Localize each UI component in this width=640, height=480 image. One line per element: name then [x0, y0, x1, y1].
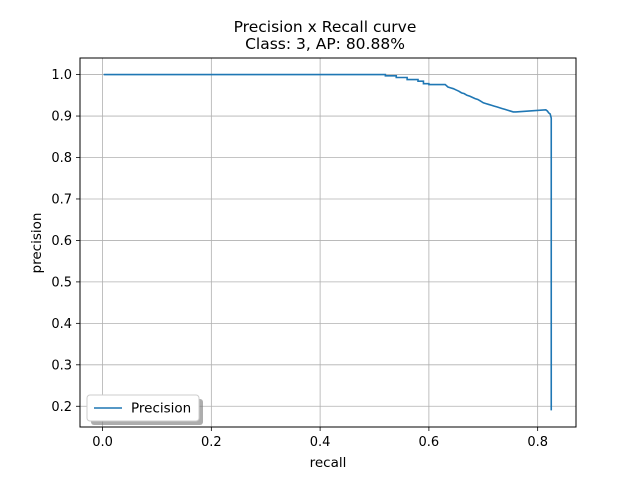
- y-axis-label: precision: [29, 213, 45, 274]
- series-layer: [103, 73, 553, 411]
- tick-layer: 0.0 0.2 0.4 0.6 0.8 0.2 0.3 0.4 0.5 0.6 0.7 0.8 0.9 1…: [51, 68, 548, 450]
- x-tick-label: 0.2: [201, 435, 222, 450]
- legend: Precision: [86, 394, 203, 425]
- y-tick-label: 1.0: [51, 68, 72, 83]
- y-tick-label: 0.8: [51, 151, 72, 166]
- chart-title: Precision x Recall curve: [234, 18, 417, 36]
- chart-subtitle: Class: 3, AP: 80.88%: [245, 35, 405, 53]
- y-tick-label: 0.6: [51, 234, 72, 249]
- x-tick-label: 0.8: [527, 435, 548, 450]
- x-tick-label: 0.6: [419, 435, 440, 450]
- y-tick-label: 0.4: [51, 317, 72, 332]
- grid-lines: [80, 58, 576, 427]
- series-line-precision: [103, 73, 553, 411]
- x-tick-label: 0.0: [92, 435, 113, 450]
- y-tick-label: 0.2: [51, 400, 72, 415]
- y-tick-label: 0.7: [51, 192, 72, 207]
- x-tick-label: 0.4: [310, 435, 331, 450]
- y-tick-label: 0.3: [51, 358, 72, 373]
- legend-label: Precision: [131, 401, 191, 417]
- x-axis-label: recall: [310, 455, 347, 471]
- axes-frame: [79, 57, 577, 428]
- legend-box: [86, 394, 200, 422]
- y-tick-label: 0.9: [51, 110, 72, 125]
- y-tick-label: 0.5: [51, 275, 72, 290]
